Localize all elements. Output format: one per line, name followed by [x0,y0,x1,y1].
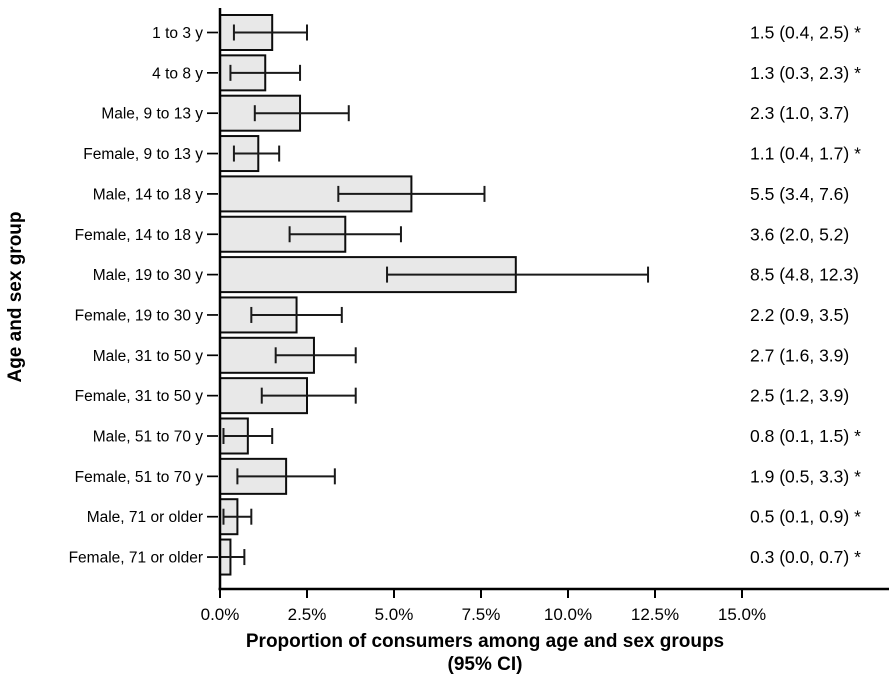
value-annotation: 1.5 (0.4, 2.5) * [750,23,861,43]
category-label: Male, 31 to 50 y [93,348,204,365]
category-label: Female, 19 to 30 y [75,307,204,324]
bar-row [207,175,486,213]
category-label: Female, 71 or older [69,550,203,567]
value-annotation: 2.7 (1.6, 3.9) [750,345,849,365]
bar-row [207,377,357,415]
x-tick-label: 5.0% [375,605,414,624]
bar-row [207,54,302,92]
value-annotation: 2.5 (1.2, 3.9) [750,386,849,406]
value-annotation: 0.8 (0.1, 1.5) * [750,426,861,446]
bar-row [207,417,274,455]
value-annotation: 8.5 (4.8, 12.3) [750,265,859,285]
x-tick-label: 10.0% [544,605,592,624]
category-label: Female, 9 to 13 y [83,146,203,163]
bar-row [207,135,281,173]
x-tick-label: 7.5% [462,605,501,624]
y-axis-title: Age and sex group [5,211,26,383]
category-label: Female, 14 to 18 y [75,227,204,244]
bar-row [207,296,343,334]
bar-row [207,457,336,495]
category-label: Male, 51 to 70 y [93,429,204,446]
value-annotation: 5.5 (3.4, 7.6) [750,184,849,204]
category-label: Female, 51 to 70 y [75,469,204,486]
x-tick-label: 12.5% [631,605,679,624]
x-tick-label: 15.0% [718,605,766,624]
value-annotation: 0.3 (0.0, 0.7) * [750,547,861,567]
value-annotation: 1.1 (0.4, 1.7) * [750,144,861,164]
category-label: 4 to 8 y [152,65,203,82]
value-annotation: 1.9 (0.5, 3.3) * [750,466,861,486]
bar-row [207,215,402,253]
value-annotation: 2.2 (0.9, 3.5) [750,305,849,325]
category-label: Female, 31 to 50 y [75,388,204,405]
x-tick-label: 2.5% [288,605,327,624]
bar-row [207,336,357,374]
value-annotation: 2.3 (1.0, 3.7) [750,103,849,123]
bar-row [207,498,253,536]
x-axis-title-line2: (95% CI) [447,654,523,675]
x-axis-title: Proportion of consumers among age and se… [150,630,820,676]
value-annotation: 0.5 (0.1, 0.9) * [750,507,861,527]
category-label: Male, 14 to 18 y [93,186,204,203]
category-label: 1 to 3 y [152,25,203,42]
x-axis-title-line1: Proportion of consumers among age and se… [245,631,725,652]
category-label: Male, 71 or older [87,509,203,526]
category-label: Male, 19 to 30 y [93,267,204,284]
value-annotation: 3.6 (2.0, 5.2) [750,224,849,244]
bar-row [207,14,308,51]
value-annotation: 1.3 (0.3, 2.3) * [750,63,861,83]
category-label: Male, 9 to 13 y [101,106,203,123]
x-tick-label: 0.0% [201,605,240,624]
